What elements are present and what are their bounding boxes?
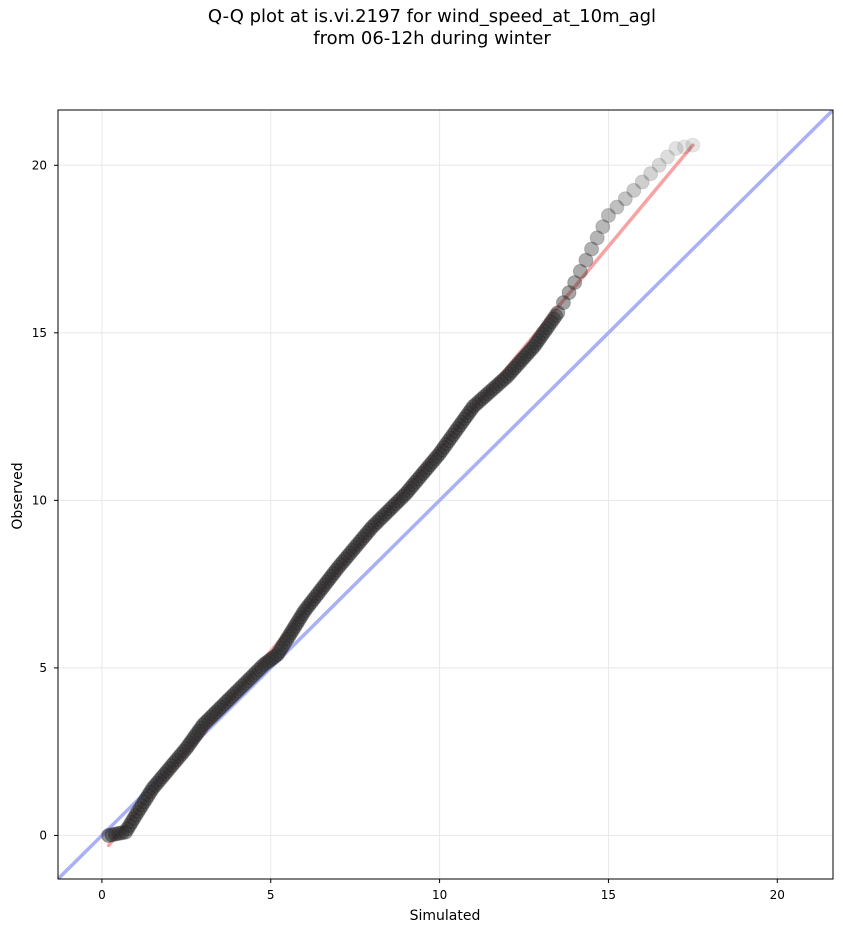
qq-point bbox=[600, 208, 616, 224]
qq-point bbox=[550, 305, 566, 321]
grid bbox=[58, 110, 833, 879]
qq-point bbox=[626, 182, 642, 198]
qq-point bbox=[537, 323, 553, 339]
x-tick-label: 0 bbox=[98, 888, 106, 902]
qq-point bbox=[548, 308, 564, 324]
chart-title-line-2: from 06-12h during winter bbox=[313, 28, 551, 49]
qq-point bbox=[589, 230, 605, 246]
qq-point bbox=[567, 275, 583, 291]
x-tick-label: 15 bbox=[601, 888, 616, 902]
x-tick-label: 5 bbox=[267, 888, 275, 902]
data-points bbox=[101, 137, 701, 843]
qq-point bbox=[543, 314, 559, 330]
qq-point bbox=[584, 241, 600, 257]
qq-point bbox=[535, 326, 551, 342]
y-tick-label: 0 bbox=[39, 828, 47, 842]
y-axis-ticks: 0 5 10 15 20 bbox=[32, 158, 58, 842]
plot-frame bbox=[57, 109, 834, 880]
qq-point bbox=[533, 329, 549, 345]
x-axis-label: Simulated bbox=[410, 908, 481, 924]
qq-point bbox=[555, 295, 571, 311]
y-tick-label: 5 bbox=[39, 661, 47, 675]
qq-point bbox=[539, 320, 555, 336]
qq-point bbox=[634, 174, 650, 190]
qq-point bbox=[676, 139, 692, 155]
qq-point bbox=[541, 317, 557, 333]
qq-point bbox=[651, 157, 667, 173]
qq-point bbox=[668, 141, 684, 157]
y-axis-label: Observed bbox=[10, 462, 26, 529]
y-tick-label: 15 bbox=[32, 326, 47, 340]
x-tick-label: 20 bbox=[770, 888, 785, 902]
qq-point bbox=[685, 137, 701, 153]
qq-point bbox=[578, 252, 594, 268]
y-tick-label: 10 bbox=[32, 493, 47, 507]
qq-point bbox=[595, 219, 611, 235]
qq-point bbox=[545, 311, 561, 327]
x-tick-label: 10 bbox=[432, 888, 447, 902]
qq-point bbox=[660, 149, 676, 165]
qq-point bbox=[561, 285, 577, 301]
x-axis-ticks: 0 5 10 15 20 bbox=[98, 879, 785, 902]
qq-point bbox=[609, 199, 625, 215]
qq-point bbox=[643, 166, 659, 182]
qq-point bbox=[572, 263, 588, 279]
chart-title: Q-Q plot at is.vi.2197 for wind_speed_at… bbox=[0, 6, 843, 50]
chart-title-line-1: Q-Q plot at is.vi.2197 for wind_speed_at… bbox=[207, 6, 657, 27]
qq-point bbox=[617, 191, 633, 207]
y-tick-label: 20 bbox=[32, 158, 47, 172]
